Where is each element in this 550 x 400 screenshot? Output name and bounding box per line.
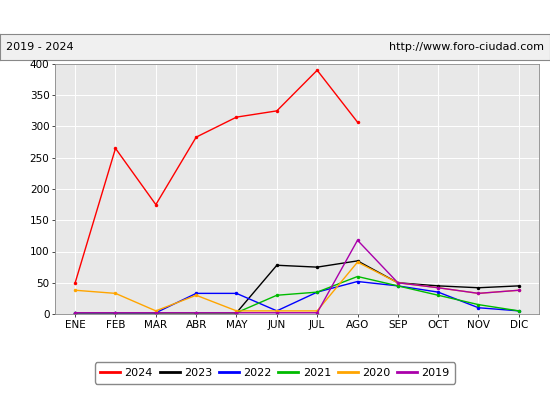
2021	[435, 293, 442, 298]
2021	[394, 284, 401, 288]
Line: 2024: 2024	[74, 69, 359, 284]
2021	[72, 310, 79, 315]
Line: 2019: 2019	[74, 239, 520, 314]
Line: 2021: 2021	[74, 276, 520, 314]
2021	[233, 310, 240, 315]
2024	[354, 120, 361, 124]
2022	[475, 305, 482, 310]
2023	[515, 284, 522, 288]
2022	[233, 291, 240, 296]
2022	[314, 290, 321, 294]
2023	[233, 310, 240, 315]
2020	[152, 308, 159, 313]
2022	[273, 308, 280, 313]
2019	[354, 238, 361, 243]
2023	[193, 310, 200, 315]
2021	[273, 293, 280, 298]
2021	[152, 310, 159, 315]
2020	[193, 293, 200, 298]
2021	[515, 308, 522, 313]
2022	[394, 284, 401, 288]
2019	[515, 288, 522, 293]
2019	[72, 310, 79, 315]
Line: 2020: 2020	[74, 261, 520, 312]
2019	[314, 310, 321, 315]
2023	[394, 280, 401, 285]
2020	[394, 280, 401, 285]
2023	[314, 265, 321, 270]
2021	[354, 274, 361, 279]
2020	[435, 285, 442, 290]
2024	[233, 115, 240, 120]
2019	[193, 310, 200, 315]
Line: 2022: 2022	[74, 280, 520, 314]
2020	[273, 308, 280, 313]
2020	[72, 288, 79, 293]
2023	[152, 310, 159, 315]
2019	[152, 310, 159, 315]
2021	[112, 310, 119, 315]
Text: 2019 - 2024: 2019 - 2024	[6, 42, 73, 52]
2020	[314, 308, 321, 313]
2022	[435, 290, 442, 294]
2023	[475, 285, 482, 290]
2024	[314, 68, 321, 73]
2019	[435, 285, 442, 290]
2022	[193, 291, 200, 296]
2022	[354, 279, 361, 284]
2023	[435, 284, 442, 288]
2019	[475, 291, 482, 296]
2024	[152, 202, 159, 207]
2021	[314, 290, 321, 294]
2020	[515, 288, 522, 293]
Text: Evolucion Nº Turistas Extranjeros en el municipio de Deza: Evolucion Nº Turistas Extranjeros en el …	[82, 10, 468, 24]
2019	[394, 280, 401, 285]
2023	[354, 258, 361, 263]
Text: http://www.foro-ciudad.com: http://www.foro-ciudad.com	[389, 42, 544, 52]
2022	[152, 310, 159, 315]
Legend: 2024, 2023, 2022, 2021, 2020, 2019: 2024, 2023, 2022, 2021, 2020, 2019	[95, 362, 455, 384]
2022	[72, 310, 79, 315]
2023	[112, 310, 119, 315]
2020	[475, 291, 482, 296]
2023	[72, 310, 79, 315]
2024	[112, 146, 119, 151]
2020	[112, 291, 119, 296]
2019	[233, 310, 240, 315]
2020	[233, 308, 240, 313]
2022	[112, 310, 119, 315]
2024	[193, 135, 200, 140]
2019	[112, 310, 119, 315]
2024	[72, 280, 79, 285]
2019	[273, 310, 280, 315]
2023	[273, 263, 280, 268]
Line: 2023: 2023	[74, 260, 520, 314]
2021	[475, 302, 482, 307]
2022	[515, 308, 522, 313]
2021	[193, 310, 200, 315]
2020	[354, 260, 361, 264]
2024	[273, 108, 280, 113]
